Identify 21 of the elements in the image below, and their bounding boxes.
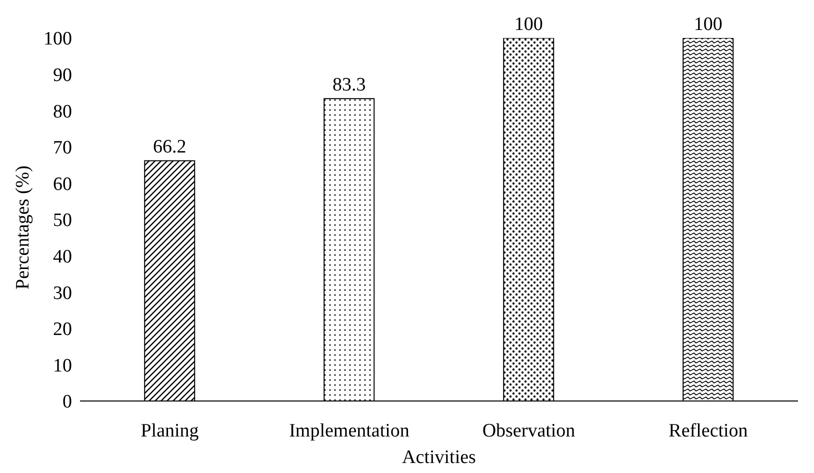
y-tick-label: 70 — [53, 138, 72, 159]
y-tick-label: 100 — [44, 28, 72, 50]
y-tick-label: 0 — [62, 392, 72, 413]
y-tick-label: 20 — [53, 319, 72, 340]
data-label: 66.2 — [152, 136, 186, 158]
x-tick-label: Implementation — [289, 420, 410, 442]
x-tick-label: Reflection — [668, 420, 748, 442]
x-tick-label: Planing — [140, 420, 200, 442]
x-axis-title: Activities — [402, 447, 476, 468]
y-tick-label: 90 — [53, 65, 72, 86]
y-tick-label: 30 — [53, 282, 72, 304]
y-tick-label: 60 — [53, 174, 72, 195]
y-axis-title: Percentages (%) — [12, 166, 34, 290]
y-tick-label: 80 — [53, 101, 72, 122]
data-label: 100 — [514, 14, 543, 35]
x-tick-label: Observation — [482, 420, 576, 442]
y-tick-label: 50 — [53, 210, 72, 232]
y-tick-label: 10 — [53, 355, 72, 376]
data-label: 83.3 — [332, 74, 366, 96]
data-label: 100 — [694, 14, 722, 35]
y-tick-label: 40 — [53, 246, 72, 268]
